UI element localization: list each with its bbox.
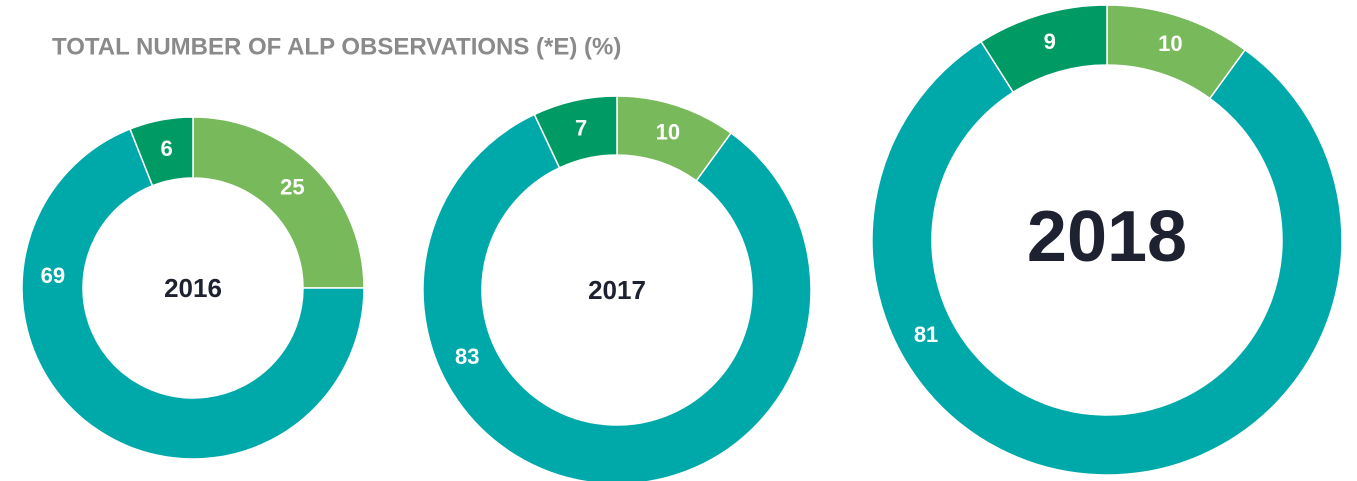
donut-center-label: 2016	[164, 273, 222, 303]
donut-segment	[192, 116, 365, 289]
donut-segment	[129, 116, 194, 187]
donut-center-label: 2017	[588, 275, 646, 305]
donut-segment	[21, 128, 365, 460]
data-label: 7	[575, 115, 587, 140]
data-label: 83	[455, 344, 479, 369]
donut-segment	[871, 40, 1343, 476]
data-label: 10	[656, 119, 680, 144]
donut-segment	[533, 95, 618, 169]
data-label: 6	[161, 136, 173, 161]
data-label: 69	[41, 263, 65, 288]
data-label: 25	[280, 174, 304, 199]
data-label: 9	[1044, 29, 1056, 54]
donut-center-label: 2018	[1027, 197, 1187, 277]
data-label: 81	[914, 322, 938, 347]
donut-segment	[980, 4, 1108, 94]
donut-segment	[422, 113, 812, 481]
data-label: 10	[1158, 31, 1182, 56]
chart-title: TOTAL NUMBER OF ALP OBSERVATIONS (*E) (%…	[52, 33, 621, 60]
